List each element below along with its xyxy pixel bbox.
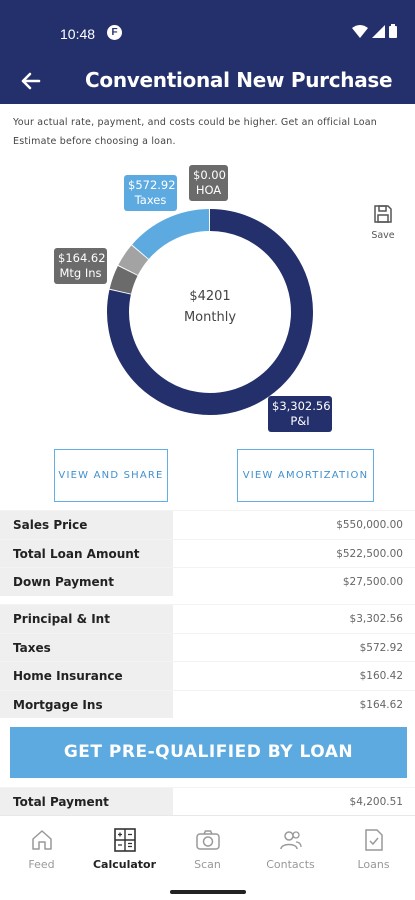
payment-donut-chart xyxy=(107,209,313,415)
contacts-icon xyxy=(279,831,302,850)
table-row: Principal & Int $3,302.56 xyxy=(0,604,415,633)
nav-label: Scan xyxy=(194,858,221,871)
table-row: Total Payment $4,200.51 xyxy=(0,787,415,816)
document-check-icon xyxy=(364,829,383,851)
row-label: Taxes xyxy=(0,633,173,661)
nav-contacts[interactable]: Contacts xyxy=(249,816,332,880)
callout-pi-amount: $3,302.56 xyxy=(272,399,331,413)
table-row: Mortgage Ins $164.62 xyxy=(0,689,415,718)
row-value: $522,500.00 xyxy=(336,547,403,560)
table-row: Total Loan Amount $522,500.00 xyxy=(0,538,415,567)
callout-pi-name: P&I xyxy=(290,414,310,428)
row-value: $160.42 xyxy=(359,670,403,682)
home-indicator xyxy=(170,890,246,894)
callout-mtg-ins-amount: $164.62 xyxy=(58,251,106,265)
donut-slice-home-insurance xyxy=(118,245,149,276)
row-label: Total Payment xyxy=(0,788,173,816)
nav-loans[interactable]: Loans xyxy=(332,816,415,880)
save-label: Save xyxy=(371,230,395,241)
donut-slice-taxes xyxy=(132,209,210,260)
row-label: Sales Price xyxy=(0,511,173,539)
home-icon xyxy=(31,830,52,850)
table-row: Down Payment $27,500.00 xyxy=(0,567,415,596)
donut-slice-p-i xyxy=(107,209,313,415)
row-value: $572.92 xyxy=(359,641,403,654)
row-label: Mortgage Ins xyxy=(0,690,173,718)
callout-pi: $3,302.56 P&I xyxy=(268,396,332,432)
disclaimer-text: Your actual rate, payment, and costs cou… xyxy=(13,117,377,147)
app-bar: Conventional New Purchase xyxy=(0,62,415,104)
battery-icon xyxy=(389,24,397,38)
app-notification-icon: F xyxy=(107,25,122,40)
save-icon xyxy=(374,205,392,223)
status-bar: 10:48 F xyxy=(0,0,415,62)
save-button[interactable]: Save xyxy=(368,204,398,241)
status-time: 10:48 xyxy=(60,26,96,42)
row-value: $164.62 xyxy=(359,698,403,711)
system-icons xyxy=(352,24,397,38)
row-value: $550,000.00 xyxy=(336,519,403,531)
callout-mtg-ins: $164.62 Mtg Ins xyxy=(54,248,107,284)
monthly-amount: $4201 xyxy=(189,289,231,304)
row-value: $4,200.51 xyxy=(349,796,403,808)
callout-hoa-amount: $0.00 xyxy=(193,168,226,182)
table-row: Home Insurance $160.42 xyxy=(0,661,415,690)
callout-hoa: $0.00 HOA xyxy=(189,165,228,201)
calculator-icon xyxy=(113,828,136,852)
callout-taxes-amount: $572.92 xyxy=(128,178,176,192)
nav-feed[interactable]: Feed xyxy=(0,816,83,880)
callout-taxes: $572.92 Taxes xyxy=(124,175,177,211)
donut-slice-mtg-ins xyxy=(109,265,138,295)
table-row: Sales Price $550,000.00 xyxy=(0,510,415,539)
nav-label: Feed xyxy=(28,858,55,871)
view-and-share-button[interactable]: VIEW AND SHARE xyxy=(54,449,168,502)
row-label: Home Insurance xyxy=(0,662,173,690)
view-amortization-button[interactable]: VIEW AMORTIZATION xyxy=(237,449,374,502)
wifi-icon xyxy=(352,24,368,38)
row-label: Principal & Int xyxy=(0,605,173,633)
nav-label: Loans xyxy=(357,858,390,871)
payment-breakdown-table: Principal & Int $3,302.56 Taxes $572.92 Home… xyxy=(0,604,415,718)
total-payment-table: Total Payment $4,200.51 xyxy=(0,787,415,816)
table-row: Taxes $572.92 xyxy=(0,632,415,661)
callout-mtg-ins-name: Mtg Ins xyxy=(59,266,102,280)
back-arrow-icon[interactable] xyxy=(16,66,46,96)
nav-calculator[interactable]: Calculator xyxy=(83,816,166,880)
nav-label: Contacts xyxy=(266,858,315,871)
page-title: Conventional New Purchase xyxy=(85,68,393,92)
chart-center-label: $4201 Monthly xyxy=(160,286,260,328)
callout-taxes-name: Taxes xyxy=(134,193,167,207)
nav-label: Calculator xyxy=(92,858,157,871)
nav-scan[interactable]: Scan xyxy=(166,816,249,880)
gesture-bar xyxy=(0,880,415,900)
row-value: $3,302.56 xyxy=(349,613,403,625)
loan-summary-table: Sales Price $550,000.00 Total Loan Amount $… xyxy=(0,510,415,596)
row-label: Total Loan Amount xyxy=(0,539,173,567)
bottom-nav: Feed Calculator Scan Contacts Loans xyxy=(0,815,415,880)
row-value: $27,500.00 xyxy=(342,576,403,588)
monthly-caption: Monthly xyxy=(183,310,237,325)
row-label: Down Payment xyxy=(0,568,173,596)
callout-hoa-name: HOA xyxy=(195,183,222,197)
camera-icon xyxy=(195,830,220,850)
get-prequalified-button[interactable]: GET PRE-QUALIFIED BY LOAN xyxy=(10,727,407,778)
signal-icon xyxy=(372,24,385,38)
